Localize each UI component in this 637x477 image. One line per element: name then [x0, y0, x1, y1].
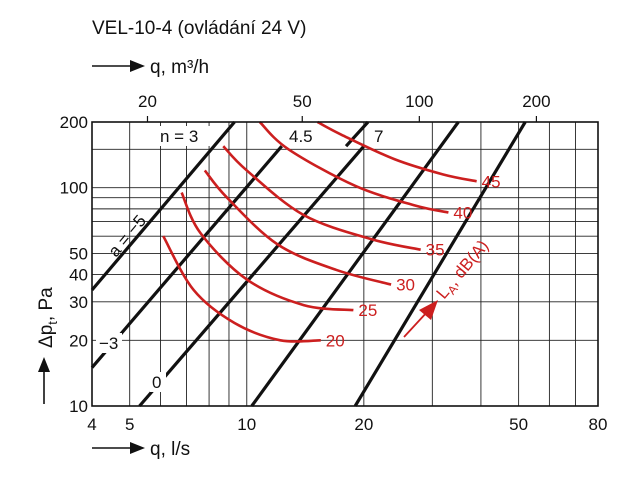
blade-label-4-5: 4.5: [289, 127, 313, 146]
y-tick-label: 40: [69, 266, 88, 285]
x-axis-label: q, l/s: [150, 439, 190, 460]
blade-label-n3: n = 3: [160, 127, 198, 146]
noise-curve: [203, 169, 392, 286]
x-tick-label: 4: [87, 415, 96, 434]
blade-label-0: 0: [152, 373, 161, 392]
grid: [92, 122, 598, 406]
top-tick-label: 100: [405, 92, 433, 111]
y-tick-label: 200: [60, 113, 88, 132]
y-tick-label: 20: [69, 331, 88, 350]
noise-curve: [162, 235, 321, 343]
blade-line: [90, 120, 236, 292]
blade-line: [138, 145, 366, 408]
top-axis-title: q, m³/h: [92, 57, 209, 78]
y-tick-label: 100: [60, 179, 88, 198]
noise-curve-label: 45: [482, 172, 501, 191]
noise-curve: [316, 120, 477, 183]
noise-curve-label: 25: [358, 301, 377, 320]
blade-label-7: 7: [374, 127, 383, 146]
plot-frame: [91, 121, 599, 407]
blade-line: [353, 121, 527, 407]
y-tick-label: 30: [69, 293, 88, 312]
noise-curve-label: 40: [453, 203, 472, 222]
top-tick-label: 50: [293, 92, 312, 111]
chart-title: VEL-10-4 (ovládání 24 V): [92, 18, 306, 39]
noise-curve-label: 35: [426, 241, 445, 260]
noise-curves: [162, 120, 477, 343]
x-tick-label: 5: [125, 415, 134, 434]
x-tick-label: 10: [237, 415, 256, 434]
x-tick-label: 80: [589, 415, 608, 434]
noise-labels: 20 25 30 35 40 45: [326, 172, 501, 350]
x-axis-title: q, l/s: [92, 439, 190, 460]
top-tick-label: 200: [522, 92, 550, 111]
top-axis-label: q, m³/h: [150, 57, 209, 78]
y-axis-title: Δpt, Pa: [36, 287, 60, 404]
blade-line: [250, 121, 460, 407]
noise-curve-label: 30: [396, 276, 415, 295]
noise-curve: [258, 121, 449, 214]
blade-label-minus-3: −3: [99, 334, 118, 353]
noise-curve: [222, 145, 421, 251]
y-tick-label: 10: [69, 397, 88, 416]
x-tick-label: 50: [509, 415, 528, 434]
noise-curve-label: 20: [326, 331, 345, 350]
x-tick-label: 20: [354, 415, 373, 434]
noise-curve: [180, 192, 354, 312]
blade-line: [90, 145, 283, 369]
blade-line: [344, 120, 370, 148]
top-tick-label: 20: [138, 92, 157, 111]
y-axis-label: Δpt, Pa: [36, 287, 60, 348]
y-tick-label: 50: [69, 244, 88, 263]
